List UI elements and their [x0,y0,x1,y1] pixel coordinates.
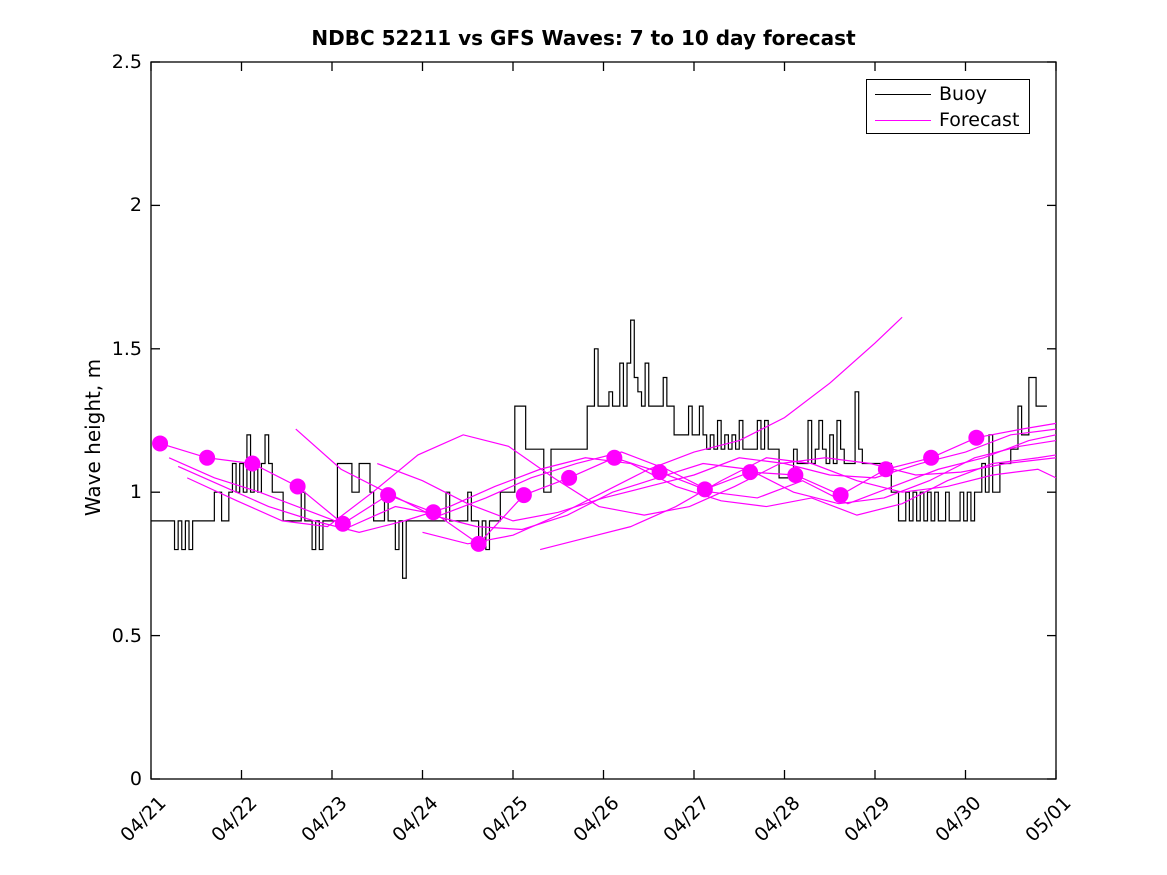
legend-line-swatch [875,94,931,95]
forecast-marker [561,469,578,486]
forecast-marker [968,429,985,446]
legend-label: Buoy [939,83,987,105]
forecast-marker [787,466,804,483]
y-axis-tick-labels: 0 0.5 1 1.5 2 2.5 [82,0,142,875]
legend-box[interactable]: Buoy Forecast [866,79,1030,134]
y-tick-label: 2.5 [111,51,142,73]
forecast-marker [696,481,713,498]
series-line [540,457,1057,551]
y-tick-label: 0 [129,768,142,790]
forecast-marker [380,487,397,504]
legend-entry-forecast[interactable]: Forecast [867,107,1031,133]
y-tick-label: 1 [129,481,142,504]
forecast-marker [651,464,668,481]
axes-frame [150,61,1057,780]
legend-entry-buoy[interactable]: Buoy [867,81,1031,107]
legend-line-swatch [875,120,931,121]
series-line [295,428,1057,531]
forecast-marker [923,449,940,466]
axis-ticks [150,61,1057,780]
forecast-marker [199,449,216,466]
forecast-marker [832,487,849,504]
forecast-marker [289,478,306,495]
legend-label: Forecast [939,109,1020,131]
series-line [151,319,1047,579]
forecast-marker [742,464,759,481]
forecast-marker [877,461,894,478]
forecast-marker [515,487,532,504]
forecast-marker [470,535,487,552]
forecast-marker [334,515,351,532]
series-line [422,316,903,545]
data-markers [152,429,985,552]
chart-title: NDBC 52211 vs GFS Waves: 7 to 10 day for… [311,26,856,50]
data-series [151,316,1057,579]
forecast-marker [606,449,623,466]
forecast-marker [425,504,442,521]
y-tick-label: 1.5 [111,337,142,360]
forecast-marker [244,455,261,472]
series-line [186,434,1057,528]
y-tick-label: 2 [129,194,142,217]
forecast-marker [152,435,169,452]
series-line [377,428,1057,522]
axes-border [150,61,1057,780]
y-tick-label: 0.5 [111,624,142,647]
